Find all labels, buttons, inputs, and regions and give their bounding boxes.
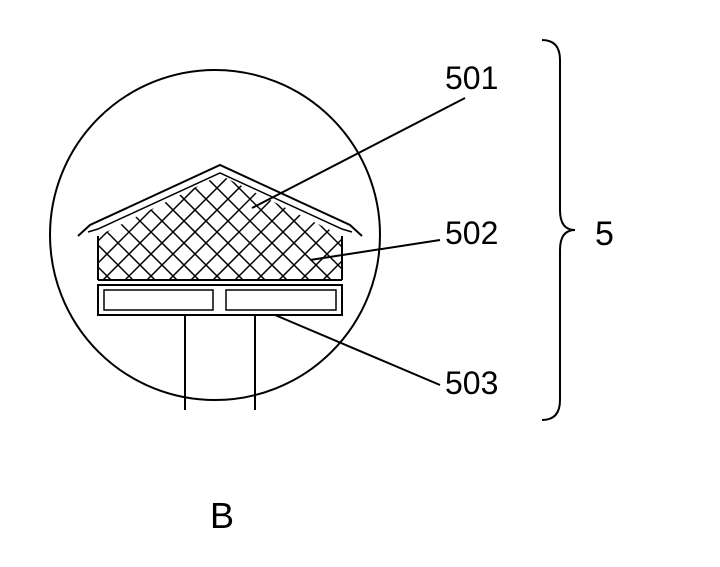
group-label-5: 5 [595,215,614,254]
callout-label-503: 503 [445,365,498,402]
diagram-canvas [0,0,720,567]
callout-label-501: 501 [445,60,498,97]
callout-label-502: 502 [445,215,498,252]
figure-label-b: B [210,495,234,537]
